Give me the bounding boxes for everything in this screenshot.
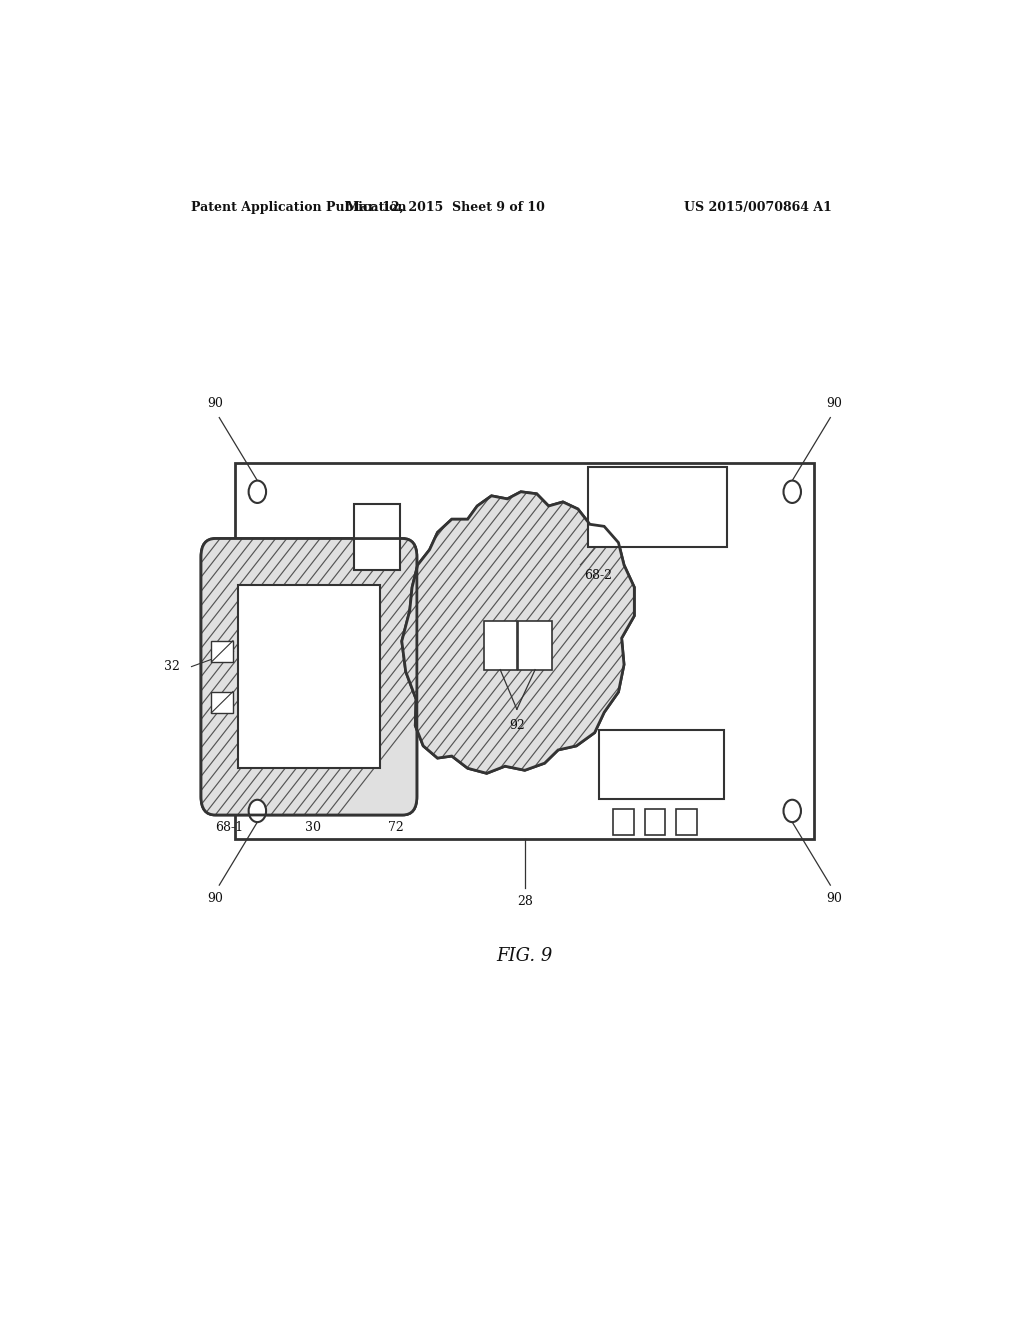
Bar	[677, 809, 697, 836]
Bar	[483, 620, 517, 669]
Text: 28: 28	[517, 895, 532, 908]
Bar	[588, 467, 727, 546]
Bar	[518, 620, 552, 669]
Bar	[354, 504, 400, 570]
Text: Mar. 12, 2015  Sheet 9 of 10: Mar. 12, 2015 Sheet 9 of 10	[346, 201, 545, 214]
Bar	[613, 809, 634, 836]
Text: US 2015/0070864 A1: US 2015/0070864 A1	[684, 201, 831, 214]
Circle shape	[783, 800, 801, 822]
Text: 72: 72	[388, 821, 404, 834]
Text: 90: 90	[207, 397, 223, 411]
Text: 92: 92	[509, 719, 524, 733]
Circle shape	[249, 800, 266, 822]
Text: 68-1: 68-1	[215, 821, 244, 834]
Bar	[236, 463, 814, 840]
Text: 90: 90	[207, 892, 223, 906]
Circle shape	[249, 480, 266, 503]
Bar	[238, 585, 380, 768]
Text: 30: 30	[305, 821, 321, 834]
FancyBboxPatch shape	[201, 539, 417, 814]
Circle shape	[783, 480, 801, 503]
Text: Patent Application Publication: Patent Application Publication	[191, 201, 407, 214]
Bar	[645, 809, 666, 836]
Text: 90: 90	[826, 892, 843, 906]
Bar	[599, 730, 724, 799]
Polygon shape	[401, 492, 634, 774]
FancyBboxPatch shape	[201, 539, 417, 814]
Text: 68-2: 68-2	[585, 569, 612, 582]
Polygon shape	[401, 492, 634, 774]
Text: 90: 90	[826, 397, 843, 411]
Text: FIG. 9: FIG. 9	[497, 948, 553, 965]
Bar	[211, 692, 233, 713]
Text: 32: 32	[164, 660, 179, 673]
Bar	[211, 640, 233, 663]
